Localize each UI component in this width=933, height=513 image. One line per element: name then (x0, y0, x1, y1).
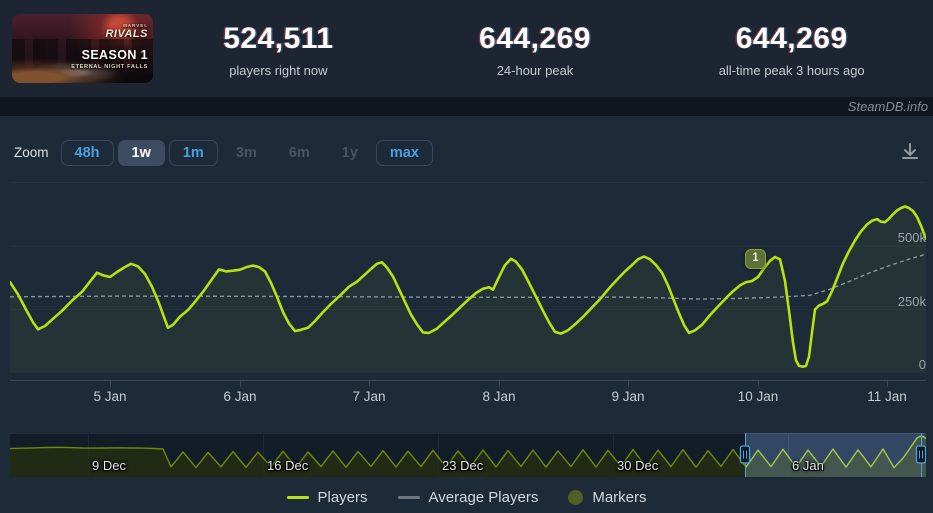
navigator-date-label: 9 Dec (92, 458, 126, 473)
x-axis-label: 5 Jan (93, 389, 127, 404)
zoom-label: Zoom (14, 145, 49, 160)
legend-item-markers[interactable]: Markers (568, 489, 647, 506)
navigator-unselected-mask (10, 433, 745, 477)
stat-24h-peak-label: 24-hour peak (496, 63, 574, 78)
stat-current-players-label: players right now (229, 63, 328, 78)
x-axis-label: 11 Jan (867, 389, 907, 404)
players-area-fill (10, 206, 926, 373)
stat-current-players-value: 524,511 (223, 22, 334, 55)
navigator-chart[interactable] (10, 433, 926, 477)
main-chart[interactable] (10, 177, 926, 389)
app-header: MARVEL RIVALS SEASON 1 ETERNAL NIGHT FAL… (0, 0, 933, 97)
banner-brand-label: MARVEL (123, 23, 148, 28)
zoom-button-3m: 3m (222, 140, 271, 166)
stat-alltime-peak-label: all-time peak 3 hours ago (718, 63, 865, 78)
steamdb-watermark: SteamDB.info (847, 99, 928, 114)
x-axis-label: 8 Jan (482, 389, 516, 404)
banner-season-label: SEASON 1 (81, 48, 148, 62)
stat-alltime-peak: 644,269 all-time peak 3 hours ago (663, 0, 920, 97)
chart-marker-1[interactable]: 1 (745, 249, 766, 269)
download-button[interactable] (898, 140, 922, 164)
average-players-line-swatch (397, 496, 420, 499)
banner-game-logo: RIVALS (105, 28, 148, 40)
legend-average-players-label: Average Players (428, 489, 539, 506)
x-axis-label: 10 Jan (737, 389, 779, 404)
navigator-date-label: 16 Dec (267, 458, 309, 473)
zoom-toolbar: Zoom 48h 1w 1m 3m 6m 1y max (14, 137, 437, 168)
stat-alltime-peak-value: 644,269 (735, 22, 848, 55)
y-axis-label: 500k (897, 230, 926, 246)
zoom-button-1w[interactable]: 1w (117, 139, 165, 166)
game-banner: MARVEL RIVALS SEASON 1 ETERNAL NIGHT FAL… (12, 14, 153, 83)
zoom-button-6m: 6m (275, 140, 324, 166)
zoom-button-max[interactable]: max (375, 139, 433, 166)
zoom-button-1m[interactable]: 1m (168, 139, 218, 166)
navigator-line (10, 435, 926, 469)
navigator-handle-right[interactable] (915, 445, 926, 464)
banner-tagline-label: ETERNAL NIGHT FALLS (71, 64, 148, 70)
chart-legend: Players Average Players Markers (0, 489, 933, 506)
players-line-swatch (286, 496, 309, 499)
navigator-date-label: 6 Jan (792, 458, 824, 473)
zoom-button-1y: 1y (328, 140, 372, 166)
y-axis-label: 250k (897, 293, 926, 309)
x-axis-label: 7 Jan (352, 389, 386, 404)
legend-markers-label: Markers (592, 489, 647, 506)
zoom-button-48h[interactable]: 48h (60, 139, 114, 166)
navigator-date-label: 30 Dec (617, 458, 659, 473)
watermark-strip: SteamDB.info (0, 97, 933, 116)
stat-24h-peak: 644,269 24-hour peak (407, 0, 664, 97)
download-icon (902, 143, 918, 159)
y-axis-label: 0 (918, 357, 926, 372)
game-banner-text: MARVEL RIVALS SEASON 1 ETERNAL NIGHT FAL… (71, 23, 148, 70)
legend-players-label: Players (317, 489, 368, 506)
legend-item-players[interactable]: Players (286, 489, 368, 506)
stat-current-players: 524,511 players right now (150, 0, 407, 97)
player-stats: 524,511 players right now 644,269 24-hou… (150, 0, 920, 97)
markers-circle-swatch (568, 490, 584, 505)
x-axis-label: 9 Jan (611, 389, 645, 404)
navigator-date-label: 23 Dec (442, 458, 484, 473)
stat-24h-peak-value: 644,269 (479, 22, 591, 55)
x-axis-label: 6 Jan (223, 389, 257, 404)
legend-item-average-players[interactable]: Average Players (397, 489, 539, 506)
navigator-selection[interactable] (745, 433, 926, 477)
navigator-handle-left[interactable] (739, 445, 751, 464)
players-line (10, 205, 926, 368)
